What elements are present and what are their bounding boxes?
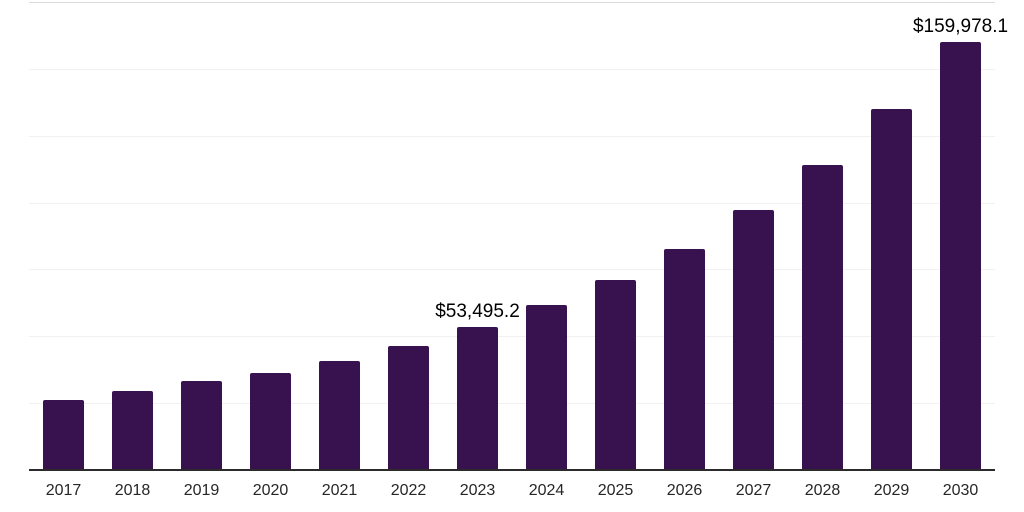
bar-value-label-2030: $159,978.1	[912, 16, 1009, 38]
x-axis-tick-label-2020: 2020	[252, 482, 289, 499]
gridline	[29, 135, 995, 137]
x-axis-line	[29, 469, 995, 471]
bar-2023	[457, 326, 498, 470]
x-axis-tick-label-2018: 2018	[114, 482, 151, 499]
bar-2021	[319, 360, 360, 470]
x-axis-tick-label-2025: 2025	[597, 482, 634, 499]
x-axis-tick-label-2028: 2028	[804, 482, 841, 499]
gridline	[29, 336, 995, 338]
bar-2020	[250, 372, 291, 470]
x-axis-tick-label-2030: 2030	[942, 482, 979, 499]
x-axis-tick-label-2021: 2021	[321, 482, 358, 499]
x-axis-tick-label-2027: 2027	[735, 482, 772, 499]
x-axis-tick-label-2017: 2017	[45, 482, 82, 499]
bar-value-label-2023: $53,495.2	[435, 301, 520, 323]
x-axis-tick-label-2026: 2026	[666, 482, 703, 499]
x-axis-tick-label-2019: 2019	[183, 482, 220, 499]
bar-2019	[181, 380, 222, 470]
bar-2030	[940, 42, 981, 470]
gridline	[29, 68, 995, 70]
gridline	[29, 202, 995, 204]
gridline	[29, 269, 995, 271]
plot-area: $53,495.2 $159,978.1	[29, 2, 1008, 471]
bar-2025	[595, 279, 636, 470]
bar-2027	[733, 209, 774, 470]
x-axis-tick-labels: 2017 2018 2019 2020 2021 2022 2023 2024 2025 2026…	[29, 471, 995, 511]
x-axis-tick-label-2022: 2022	[390, 482, 427, 499]
x-axis-tick-label-2023: 2023	[459, 482, 496, 499]
bar-2028	[802, 164, 843, 470]
gridline	[29, 403, 995, 405]
bar-2017	[43, 400, 84, 470]
bar-2024	[526, 305, 567, 470]
bar-2029	[871, 108, 912, 470]
bar-2018	[112, 391, 153, 470]
bar-2026	[664, 248, 705, 470]
gridline	[29, 2, 995, 3]
bar-2022	[388, 345, 429, 470]
x-axis-tick-label-2029: 2029	[873, 482, 910, 499]
x-axis-tick-label-2024: 2024	[528, 482, 565, 499]
